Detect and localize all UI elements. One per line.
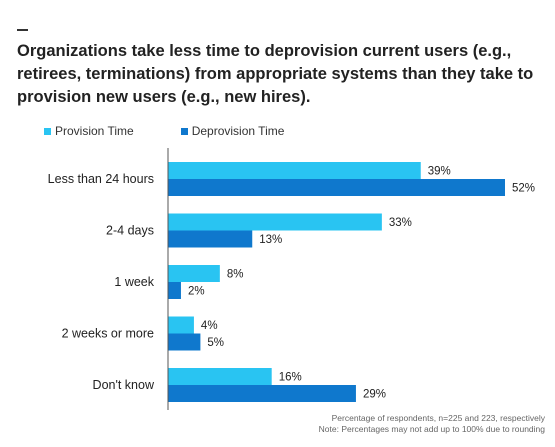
chart-title: Organizations take less time to deprovis… [17, 42, 534, 106]
data-label-deprovision-time-less-than-24-hours: 52% [512, 183, 535, 195]
data-label-provision-time-less-than-24-hours: 39% [428, 166, 451, 178]
category-label-2-weeks-or-more: 2 weeks or more [62, 327, 154, 341]
category-label-1-week: 1 week [114, 275, 154, 289]
bar-provision-time-don-t-know [168, 368, 272, 385]
category-label-less-than-24-hours: Less than 24 hours [48, 172, 154, 186]
legend-swatch-deprovision [180, 127, 188, 135]
legend-item-deprovision: Deprovision Time [180, 124, 285, 138]
legend-swatch-provision [44, 127, 51, 135]
bar-deprovision-time-less-than-24-hours [168, 179, 505, 196]
data-label-deprovision-time-2-weeks-or-more: 5% [207, 337, 224, 349]
data-label-provision-time-don-t-know: 16% [279, 372, 302, 384]
legend: Provision Time Deprovision Time [44, 124, 331, 138]
footnote: Percentage of respondents, n=225 and 223… [319, 413, 545, 435]
data-label-provision-time-1-week: 8% [227, 269, 244, 281]
bar-provision-time-2-4-days [168, 213, 382, 231]
title-dash [17, 29, 28, 31]
legend-label-deprovision: Deprovision Time [191, 124, 285, 138]
footnote-respondents: Percentage of respondents, n=225 and 223… [331, 413, 545, 423]
bar-deprovision-time-2-weeks-or-more [168, 333, 201, 351]
data-label-deprovision-time-2-4-days: 13% [259, 234, 282, 246]
category-label-2-4-days: 2-4 days [106, 224, 154, 238]
bar-deprovision-time-don-t-know [168, 385, 356, 402]
bar-deprovision-time-2-4-days [168, 230, 253, 248]
bar-provision-time-less-than-24-hours [168, 162, 421, 179]
bar-deprovision-time-1-week [168, 282, 181, 299]
bar-provision-time-2-weeks-or-more [168, 316, 194, 334]
category-label-don-t-know: Don't know [93, 378, 155, 392]
footnote-rounding: Note: Percentages may not add up to 100%… [318, 424, 545, 434]
legend-item-provision: Provision Time [44, 124, 134, 138]
legend-label-provision: Provision Time [55, 124, 134, 138]
bar-provision-time-1-week [168, 265, 220, 282]
data-label-provision-time-2-weeks-or-more: 4% [201, 320, 218, 332]
data-label-deprovision-time-1-week: 2% [188, 286, 205, 298]
data-label-provision-time-2-4-days: 33% [389, 217, 412, 229]
data-label-deprovision-time-don-t-know: 29% [363, 389, 386, 401]
